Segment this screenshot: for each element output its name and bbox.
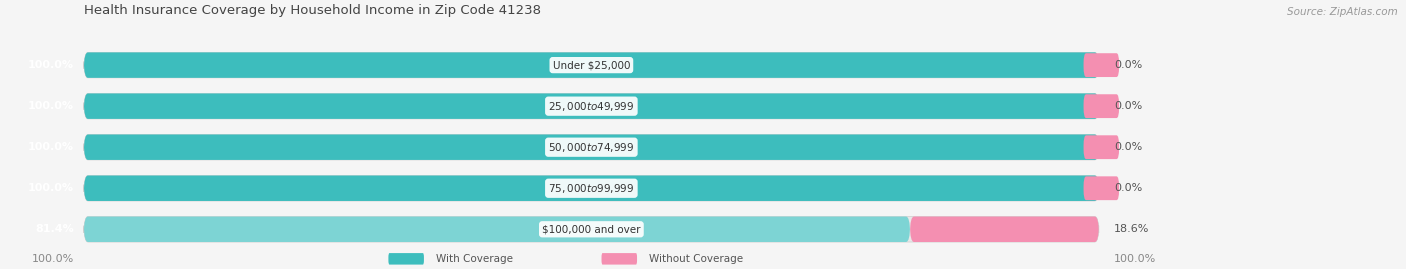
FancyBboxPatch shape	[1084, 53, 1119, 77]
Text: 100.0%: 100.0%	[1114, 254, 1156, 264]
FancyBboxPatch shape	[388, 253, 425, 265]
FancyBboxPatch shape	[84, 175, 1098, 201]
FancyBboxPatch shape	[84, 217, 910, 242]
FancyBboxPatch shape	[84, 217, 1098, 242]
FancyBboxPatch shape	[602, 253, 637, 265]
Text: 100.0%: 100.0%	[28, 183, 73, 193]
FancyBboxPatch shape	[1084, 176, 1119, 200]
Text: 81.4%: 81.4%	[35, 224, 73, 234]
FancyBboxPatch shape	[84, 52, 1098, 78]
Text: 0.0%: 0.0%	[1114, 142, 1142, 152]
FancyBboxPatch shape	[910, 217, 1098, 242]
Text: Health Insurance Coverage by Household Income in Zip Code 41238: Health Insurance Coverage by Household I…	[84, 4, 541, 17]
Text: 0.0%: 0.0%	[1114, 183, 1142, 193]
Text: 0.0%: 0.0%	[1114, 60, 1142, 70]
Text: 100.0%: 100.0%	[28, 101, 73, 111]
Text: $25,000 to $49,999: $25,000 to $49,999	[548, 100, 634, 113]
Text: $75,000 to $99,999: $75,000 to $99,999	[548, 182, 634, 195]
FancyBboxPatch shape	[84, 52, 1098, 78]
FancyBboxPatch shape	[84, 93, 1098, 119]
Text: 18.6%: 18.6%	[1114, 224, 1149, 234]
Text: 0.0%: 0.0%	[1114, 101, 1142, 111]
Text: 100.0%: 100.0%	[28, 60, 73, 70]
FancyBboxPatch shape	[84, 134, 1098, 160]
FancyBboxPatch shape	[84, 134, 1098, 160]
FancyBboxPatch shape	[84, 93, 1098, 119]
Text: $100,000 and over: $100,000 and over	[543, 224, 641, 234]
Text: 100.0%: 100.0%	[31, 254, 73, 264]
Text: Without Coverage: Without Coverage	[650, 254, 744, 264]
Text: Source: ZipAtlas.com: Source: ZipAtlas.com	[1288, 7, 1398, 17]
FancyBboxPatch shape	[1084, 94, 1119, 118]
FancyBboxPatch shape	[84, 175, 1098, 201]
Text: Under $25,000: Under $25,000	[553, 60, 630, 70]
Text: With Coverage: With Coverage	[436, 254, 513, 264]
FancyBboxPatch shape	[1084, 135, 1119, 159]
Text: 100.0%: 100.0%	[28, 142, 73, 152]
Text: $50,000 to $74,999: $50,000 to $74,999	[548, 141, 634, 154]
